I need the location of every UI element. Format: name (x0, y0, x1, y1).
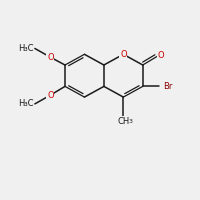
Text: O: O (47, 91, 54, 100)
Text: CH: CH (117, 117, 129, 126)
Text: H₃C: H₃C (18, 44, 34, 53)
Text: H: H (28, 99, 34, 108)
Text: H₃C: H₃C (18, 99, 34, 108)
Text: Br: Br (164, 82, 173, 91)
Text: O: O (120, 50, 127, 59)
Text: 3: 3 (128, 119, 132, 124)
Text: O: O (158, 51, 164, 60)
Text: O: O (47, 53, 54, 62)
